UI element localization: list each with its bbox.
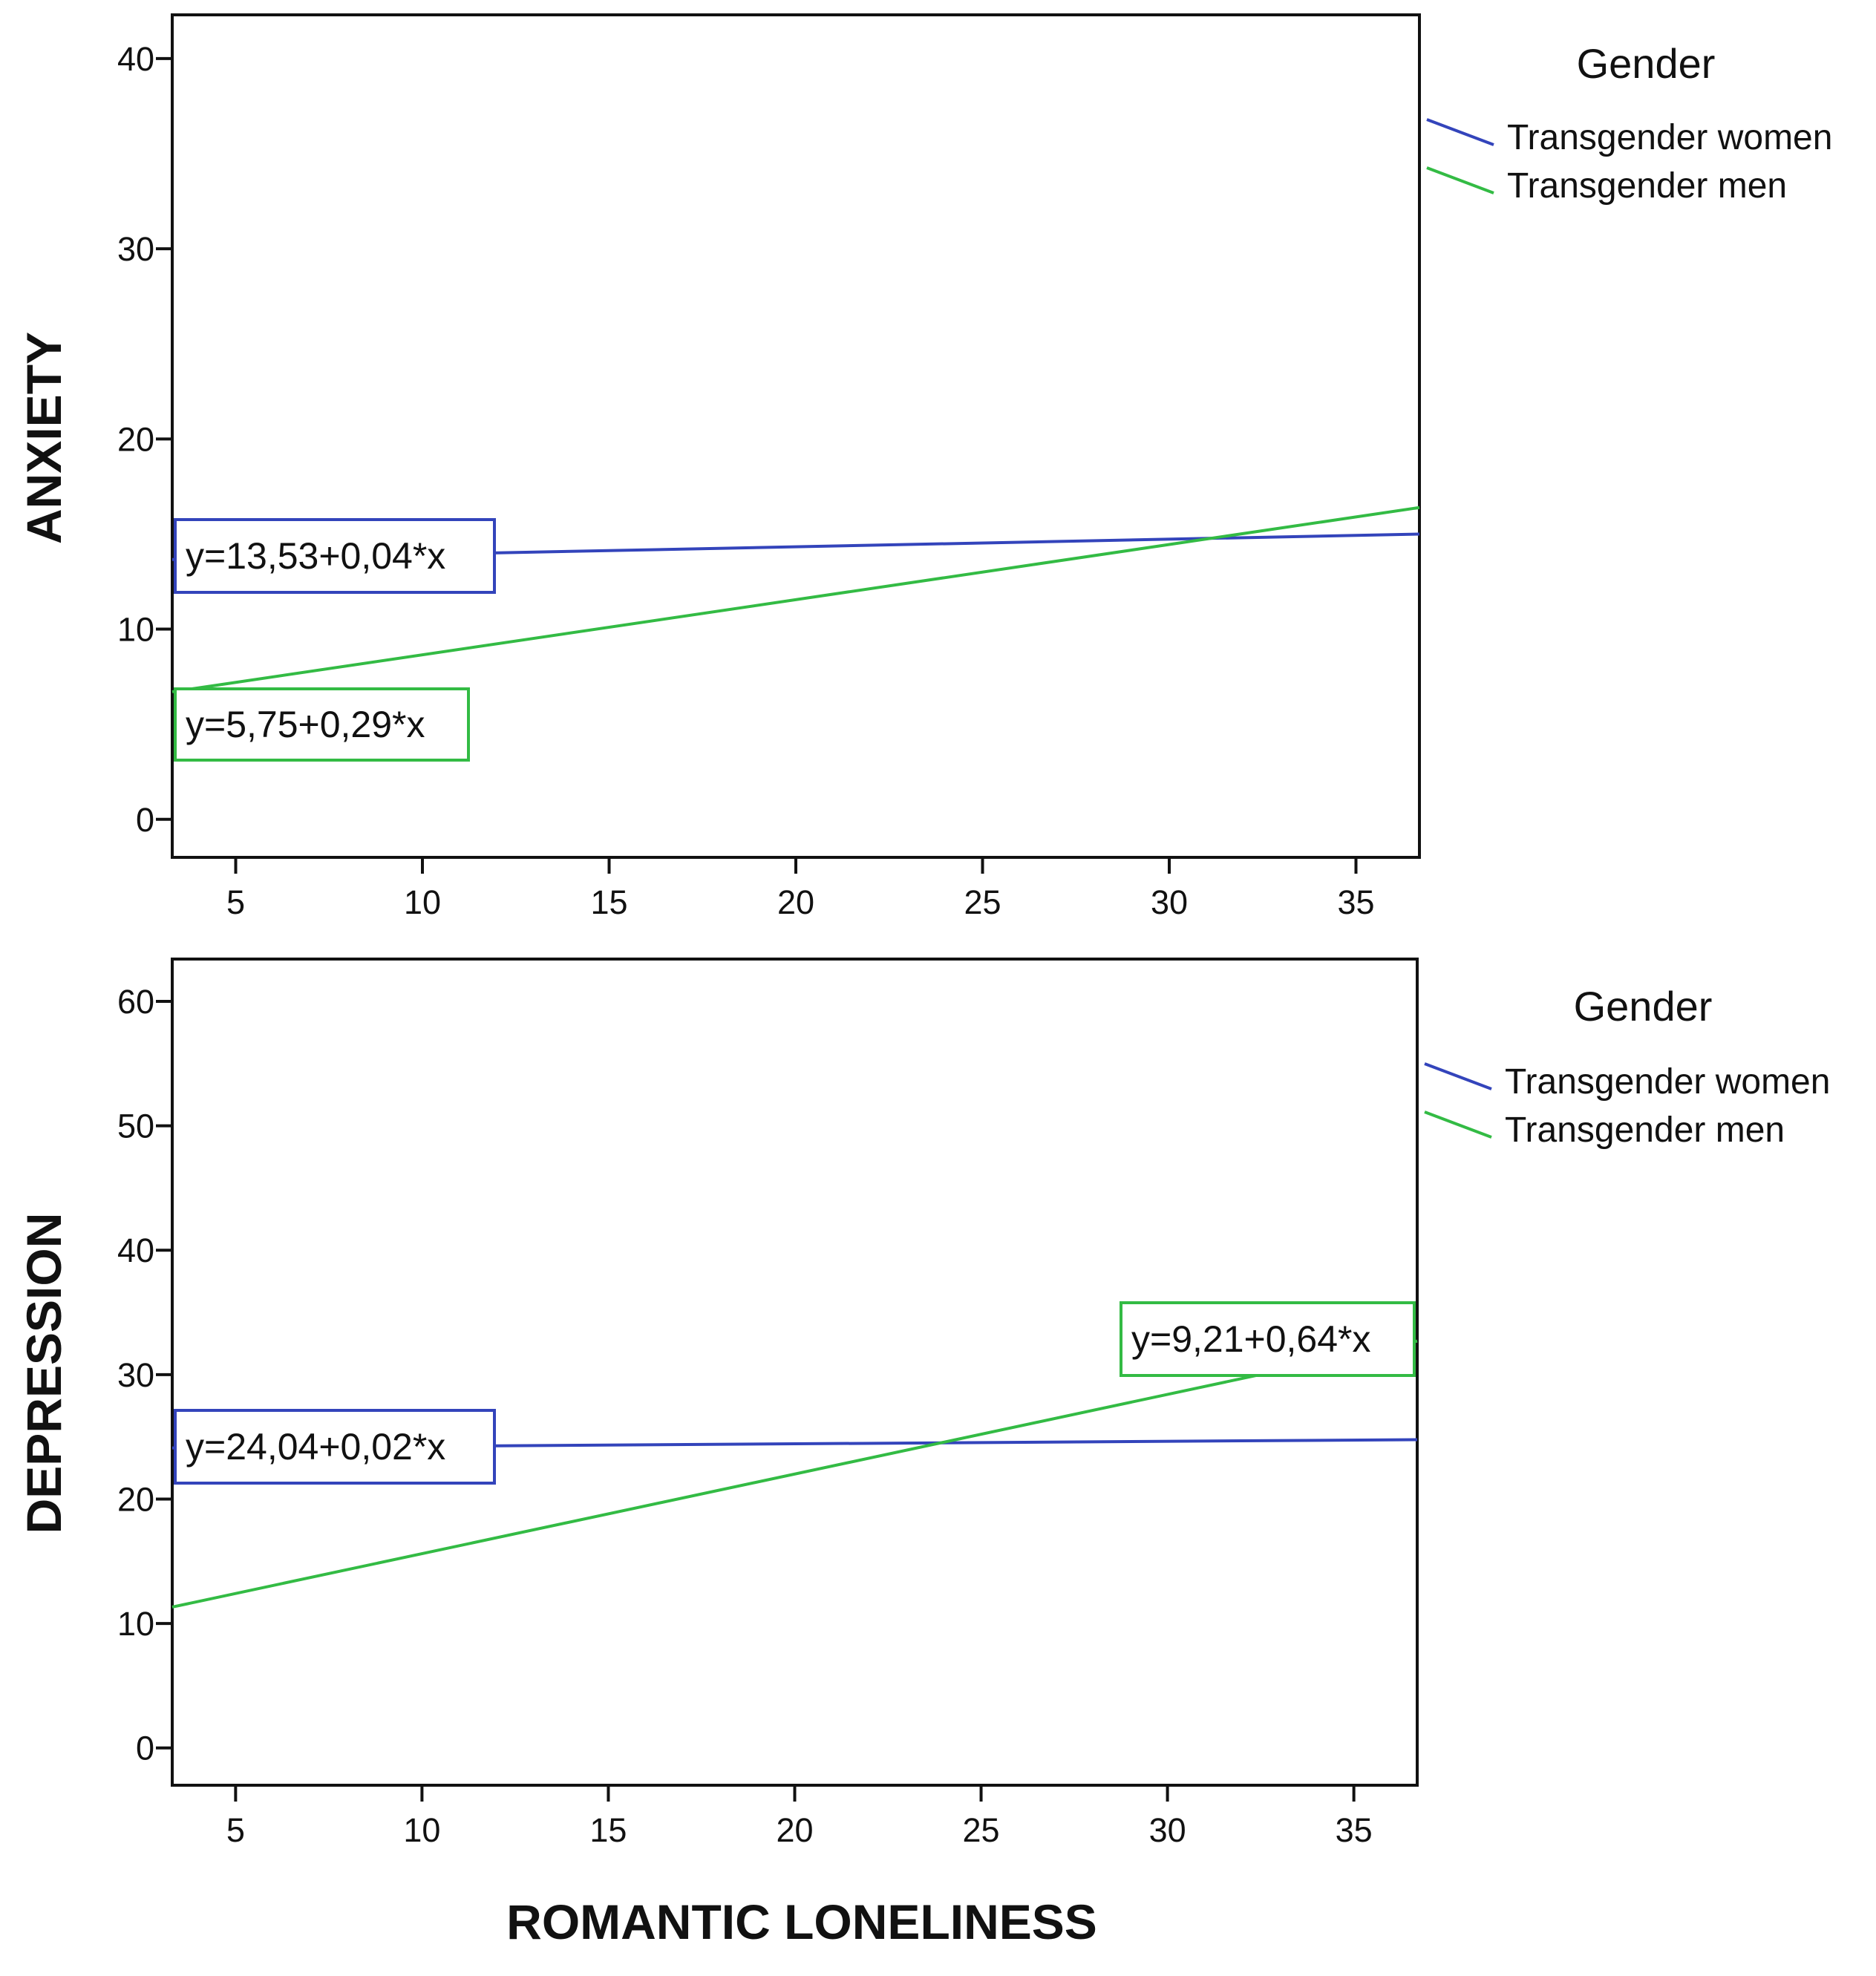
y-tick-label: 20 xyxy=(117,1480,154,1518)
anxiety-panel: 0 10 20 30 40 5 10 15 20 25 30 35 y=13,53+0,04*x y=5,… xyxy=(16,13,1832,921)
equation-box xyxy=(174,1409,496,1485)
legend-swatch-women xyxy=(1424,1062,1492,1090)
legend-label-women: Transgender women xyxy=(1507,118,1832,157)
x-tick-label: 10 xyxy=(404,883,441,921)
y-tick-label: 40 xyxy=(117,1231,154,1269)
legend-swatch-men xyxy=(1426,166,1494,194)
x-tick-label: 5 xyxy=(226,1811,245,1849)
depression-panel: 0 10 20 30 40 50 60 5 10 15 20 25 30 35 y=24,04+0,02*x… xyxy=(16,958,1830,1949)
regression-line-men xyxy=(171,506,1420,693)
equation-label: y=5,75+0,29*x xyxy=(186,704,425,745)
y-tick-label: 30 xyxy=(117,230,154,268)
x-tick-label: 20 xyxy=(777,883,814,921)
legend-label-men: Transgender men xyxy=(1505,1110,1785,1150)
x-tick-label: 25 xyxy=(963,1811,1000,1849)
y-tick-label: 10 xyxy=(117,1605,154,1643)
y-tick-label: 60 xyxy=(117,983,154,1021)
equation-label: y=24,04+0,02*x xyxy=(186,1426,445,1468)
equation-box xyxy=(174,687,470,762)
x-tick-label: 5 xyxy=(226,883,245,921)
legend-swatch-women xyxy=(1426,118,1494,146)
y-tick-label: 0 xyxy=(136,1730,154,1767)
equation-label: y=9,21+0,64*x xyxy=(1131,1318,1371,1360)
equation-label: y=13,53+0,04*x xyxy=(186,535,445,577)
legend-title: Gender xyxy=(1577,40,1716,87)
y-tick-label: 10 xyxy=(117,611,154,649)
x-tick-label: 10 xyxy=(403,1811,440,1849)
x-tick-label: 30 xyxy=(1149,1811,1186,1849)
y-tick-label: 20 xyxy=(117,420,154,458)
equation-box xyxy=(1120,1301,1416,1377)
y-tick-label: 0 xyxy=(136,801,154,839)
x-tick-label: 15 xyxy=(589,1811,627,1849)
legend-swatch-men xyxy=(1424,1110,1492,1139)
legend-label-men: Transgender men xyxy=(1507,166,1787,206)
x-axis-title: ROMANTIC LONELINESS xyxy=(506,1894,1097,1949)
y-tick-label: 30 xyxy=(117,1356,154,1394)
y-axis-title: DEPRESSION xyxy=(16,1213,71,1534)
x-tick-label: 30 xyxy=(1151,883,1188,921)
x-tick-label: 35 xyxy=(1336,1811,1373,1849)
x-tick-label: 25 xyxy=(964,883,1001,921)
y-axis-title: ANXIETY xyxy=(16,332,71,544)
x-tick-label: 20 xyxy=(776,1811,813,1849)
y-tick-label: 40 xyxy=(117,40,154,78)
regression-line-men xyxy=(171,1339,1418,1609)
equation-box xyxy=(174,518,496,594)
y-tick-label: 50 xyxy=(117,1108,154,1145)
legend-title: Gender xyxy=(1574,983,1713,1030)
x-tick-label: 35 xyxy=(1337,883,1374,921)
x-tick-label: 15 xyxy=(590,883,627,921)
legend-label-women: Transgender women xyxy=(1505,1062,1830,1102)
